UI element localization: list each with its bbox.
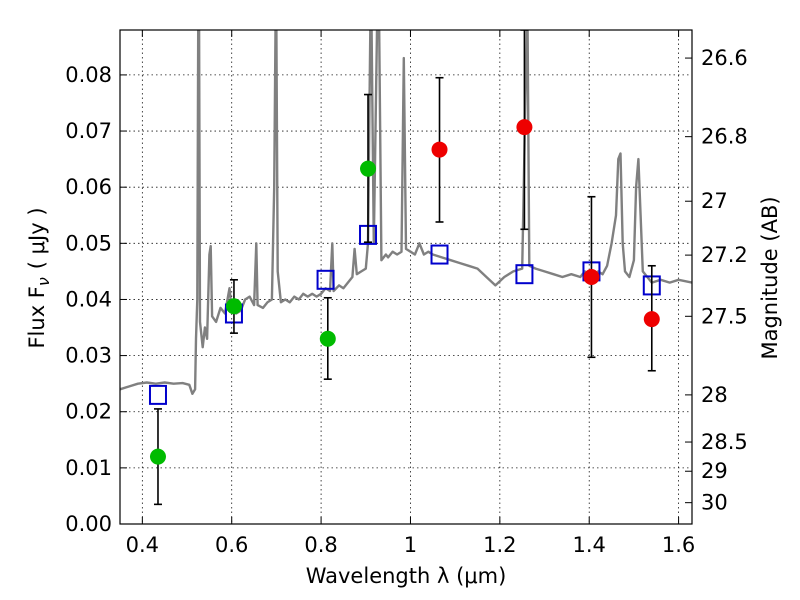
right-tick-label: 26.8 — [701, 125, 748, 149]
observed-point-marker — [360, 160, 377, 177]
right-axis-label-group: Magnitude (AB) — [758, 196, 782, 359]
y-tick-label: 0.00 — [65, 512, 112, 536]
right-tick-label: 26.6 — [701, 46, 748, 70]
y-axis-label-unit: ( μJy ) — [25, 207, 49, 269]
observed-point-marker — [431, 141, 448, 158]
observed-point-marker — [516, 119, 533, 136]
observed-point-marker — [149, 448, 166, 465]
y-tick-label: 0.07 — [65, 119, 112, 143]
observed-point-marker — [583, 269, 600, 285]
right-tick-label: 30 — [701, 491, 728, 515]
y-axis-label-main: Flux F — [25, 286, 49, 348]
right-axis-label: Magnitude (AB) — [758, 196, 782, 359]
model-square-marker — [430, 244, 449, 265]
y-tick-label: 0.06 — [65, 175, 112, 199]
observed-point-marker — [225, 298, 242, 315]
x-tick-label: 1.6 — [662, 533, 695, 557]
right-tick-label: 28.5 — [701, 430, 748, 454]
right-tick-label: 29 — [701, 459, 728, 483]
y-tick-label: 0.01 — [65, 456, 112, 480]
x-tick-label: 1.4 — [573, 533, 606, 557]
model-square-marker — [316, 269, 335, 290]
x-tick-label: 1.2 — [483, 533, 516, 557]
x-tick-label: 1 — [404, 533, 417, 557]
y-tick-label: 0.03 — [65, 344, 112, 368]
x-tick-label: 0.8 — [304, 533, 337, 557]
y-tick-label: 0.05 — [65, 231, 112, 255]
model-square-marker — [515, 264, 534, 285]
plot-area — [120, 30, 692, 506]
axis-ticks: 0.4 0.6 0.8 1 1.2 1.4 1.6 0.00 0.01 0.02 0.03 0.04 0… — [65, 30, 748, 557]
y-axis-label-group: Flux Fν ( μJy ) — [25, 207, 53, 348]
y-tick-label: 0.08 — [65, 63, 112, 87]
right-tick-label: 28 — [701, 383, 728, 407]
x-tick-label: 0.6 — [215, 533, 248, 557]
right-tick-label: 27.2 — [701, 243, 748, 267]
y-axis-label: Flux Fν ( μJy ) — [25, 207, 53, 348]
x-axis-label: Wavelength λ (μm) — [306, 564, 507, 588]
observed-point-marker — [319, 330, 336, 347]
observed-point-marker — [643, 311, 660, 328]
right-tick-label: 27 — [701, 189, 728, 213]
x-tick-label: 0.4 — [126, 533, 159, 557]
y-tick-label: 0.04 — [65, 287, 112, 311]
right-tick-label: 27.5 — [701, 304, 748, 328]
model-square-marker — [148, 384, 167, 405]
y-axis-label-subscript: ν — [34, 277, 53, 286]
y-tick-label: 0.02 — [65, 400, 112, 424]
plot-frame — [119, 29, 693, 525]
